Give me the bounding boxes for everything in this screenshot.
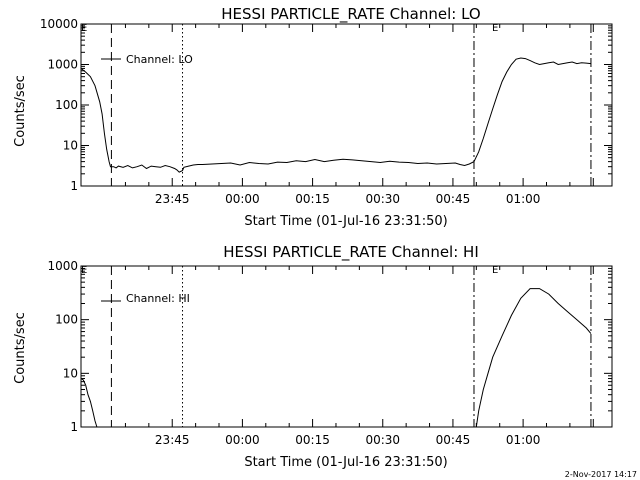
series-line: [80, 378, 98, 428]
y-tick-label: 1: [70, 420, 78, 434]
x-axis-label: Start Time (01-Jul-16 23:31:50): [244, 455, 447, 470]
plot-frame: [80, 265, 613, 428]
chart-title: HESSI PARTICLE_RATE Channel: HI: [223, 243, 479, 262]
x-tick-label: 00:45: [436, 433, 471, 447]
y-tick-label: 1000: [47, 58, 78, 72]
x-tick-label: 00:30: [365, 433, 400, 447]
marker-left: E: [81, 265, 87, 276]
y-tick-label: 1000: [47, 259, 78, 273]
y-axis-label: Counts/sec: [13, 312, 28, 384]
y-tick-label: 10: [63, 366, 78, 380]
x-tick-label: 00:45: [436, 192, 471, 206]
y-tick-label: 100: [55, 98, 78, 112]
x-axis-label: Start Time (01-Jul-16 23:31:50): [244, 214, 447, 229]
marker-right: E: [492, 23, 498, 34]
x-tick-label: 00:15: [295, 192, 330, 206]
chart-panel-lo: HESSI PARTICLE_RATE Channel: LO Counts/s…: [13, 5, 613, 229]
legend-label: Channel: LO: [126, 53, 193, 66]
y-tick-label: 100: [55, 313, 78, 327]
marker-left: E: [81, 23, 87, 34]
legend-label: Channel: HI: [126, 292, 190, 305]
x-tick-label: 23:45: [155, 433, 190, 447]
y-axis-label: Counts/sec: [13, 75, 28, 147]
series-line: [80, 57, 591, 173]
x-tick-label: 00:00: [225, 192, 260, 206]
plot-frame: [80, 23, 613, 187]
x-tick-label: 23:45: [155, 192, 190, 206]
x-tick-label: 01:00: [506, 433, 541, 447]
x-tick-label: 00:30: [365, 192, 400, 206]
x-tick-label: 00:00: [225, 433, 260, 447]
series-line: [475, 288, 592, 428]
chart-title: HESSI PARTICLE_RATE Channel: LO: [221, 5, 480, 24]
x-tick-label: 00:15: [295, 433, 330, 447]
chart-panel-hi: HESSI PARTICLE_RATE Channel: HI Counts/s…: [13, 243, 613, 470]
y-tick-label: 10: [63, 139, 78, 153]
y-tick-label: 10000: [40, 17, 78, 31]
footer-timestamp: 2-Nov-2017 14:17: [565, 470, 637, 479]
y-tick-label: 1: [70, 179, 78, 193]
x-tick-label: 01:00: [506, 192, 541, 206]
marker-right: E: [492, 265, 498, 276]
